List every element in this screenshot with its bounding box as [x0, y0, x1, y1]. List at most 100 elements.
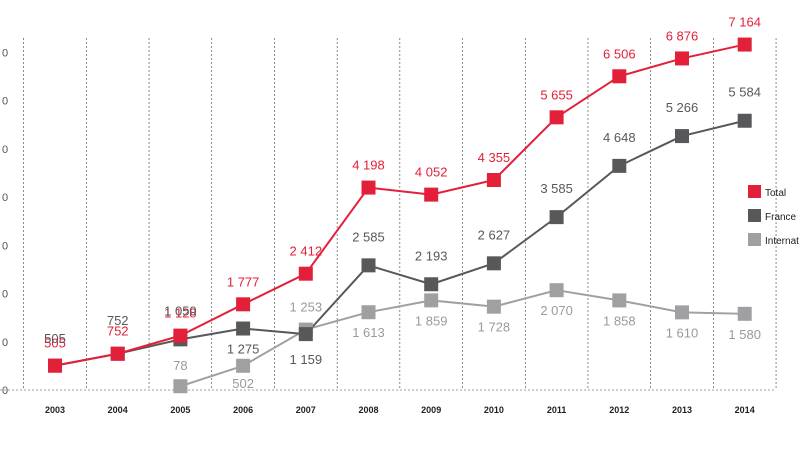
y-tick-label: 0: [2, 240, 8, 252]
data-label-france: 1 159: [290, 352, 323, 367]
x-tick-label: 2013: [672, 405, 692, 415]
y-tick-label: 0: [2, 289, 8, 301]
data-label-international: 2 070: [540, 303, 573, 318]
chart-grid: [0, 38, 777, 391]
marker-internat: [737, 306, 752, 321]
marker-internat: [549, 283, 564, 298]
data-label-total: 1 777: [227, 274, 260, 289]
data-label-france: 4 648: [603, 130, 636, 145]
marker-total: [486, 173, 501, 188]
data-label-total: 6 506: [603, 46, 636, 61]
marker-internat: [612, 293, 627, 308]
data-label-france: 1 275: [227, 342, 260, 357]
series-markers: [48, 37, 752, 394]
series-lines: [54, 43, 745, 388]
marker-total: [298, 266, 313, 281]
legend-label-internat: Internat: [765, 236, 799, 247]
x-tick-label: 2012: [609, 405, 629, 415]
legend-swatch-internat: [748, 233, 761, 246]
x-tick-label: 2009: [421, 405, 441, 415]
marker-total: [48, 358, 62, 373]
x-tick-label: 2011: [547, 405, 567, 415]
data-label-international: 1 580: [728, 327, 761, 342]
x-tick-label: 2008: [358, 405, 378, 415]
marker-france: [236, 321, 251, 336]
x-tick-label: 2010: [484, 405, 504, 415]
series-line-total: [54, 43, 745, 367]
marker-france: [549, 210, 564, 225]
x-tick-label: 2007: [296, 405, 316, 415]
marker-france: [737, 113, 752, 128]
data-label-total: 4 052: [415, 165, 448, 180]
marker-france: [486, 256, 501, 271]
x-tick-label: 2014: [735, 405, 755, 415]
data-label-france: 2 627: [478, 227, 511, 242]
data-label-france: 2 585: [352, 229, 385, 244]
data-label-international: 1 728: [478, 320, 511, 335]
series-line-internat: [180, 289, 745, 388]
data-labels: 505 752 1 128 1 777 2 412 4 198 4 052 4 355 5 65…: [44, 15, 761, 391]
data-label-france: 3 585: [540, 181, 573, 196]
y-tick-label: 0: [2, 385, 8, 397]
data-label-france: 5 266: [666, 100, 699, 115]
marker-internat: [486, 299, 501, 314]
marker-internat: [424, 293, 439, 308]
marker-france: [298, 327, 313, 342]
y-tick-label: 0: [2, 337, 8, 349]
marker-internat: [361, 305, 376, 320]
marker-total: [612, 69, 627, 84]
data-label-total: 4 198: [352, 158, 385, 173]
y-tick-label: 0: [2, 144, 8, 156]
data-label-international: 1 859: [415, 313, 448, 328]
data-label-total: 4 355: [478, 150, 511, 165]
data-label-france: 2 193: [415, 248, 448, 263]
data-label-international: 1 610: [666, 325, 699, 340]
data-label-international: 1 858: [603, 313, 636, 328]
data-label-total: 6 876: [666, 28, 699, 43]
data-label-total: 752: [107, 324, 129, 339]
marker-internat: [236, 358, 251, 373]
marker-total: [675, 51, 689, 66]
marker-total: [737, 37, 752, 52]
legend-label-france: France: [765, 212, 797, 223]
data-label-france: 752: [107, 313, 129, 328]
data-label-total: 7 164: [728, 15, 761, 30]
marker-france: [675, 129, 689, 144]
marker-france: [424, 277, 439, 292]
data-label-france: 1 050: [164, 303, 197, 318]
marker-total: [361, 180, 376, 195]
x-tick-label: 2003: [45, 405, 65, 415]
chart-legend: Total France Internat: [748, 185, 799, 247]
legend-swatch-total: [748, 185, 761, 198]
x-tick-label: 2004: [108, 405, 128, 415]
data-label-international: 1 613: [352, 325, 385, 340]
marker-total: [110, 346, 125, 361]
y-tick-label: 0: [2, 96, 8, 108]
data-label-international: 78: [173, 358, 187, 373]
marker-total: [549, 110, 564, 125]
data-label-france: 5 584: [728, 85, 761, 100]
marker-france: [361, 258, 376, 273]
data-label-total: 1 128: [164, 306, 197, 321]
legend-label-total: Total: [765, 188, 786, 199]
y-tick-label: 0: [2, 192, 8, 204]
y-tick-label: 0: [2, 47, 8, 59]
data-label-total: 5 655: [540, 87, 573, 102]
legend-swatch-france: [748, 209, 761, 222]
x-tick-label: 2005: [170, 405, 190, 415]
data-label-total: 2 412: [290, 244, 323, 259]
series-line-france: [54, 119, 745, 367]
y-axis-ticks: 0 0 0 0 0 0 0 0: [2, 47, 8, 397]
x-tick-label: 2006: [233, 405, 253, 415]
data-label-france: 505: [44, 331, 66, 346]
marker-france: [612, 158, 627, 173]
x-axis-ticks: 2003 2004 2005 2006 2007 2008 2009 2010 2011 2012…: [45, 405, 755, 415]
marker-total: [173, 328, 188, 343]
marker-internat: [173, 379, 188, 394]
data-label-total: 505: [44, 336, 66, 351]
marker-total: [424, 187, 439, 202]
marker-internat: [675, 305, 689, 320]
marker-total: [236, 297, 251, 312]
data-label-international: 1 253: [290, 300, 323, 315]
